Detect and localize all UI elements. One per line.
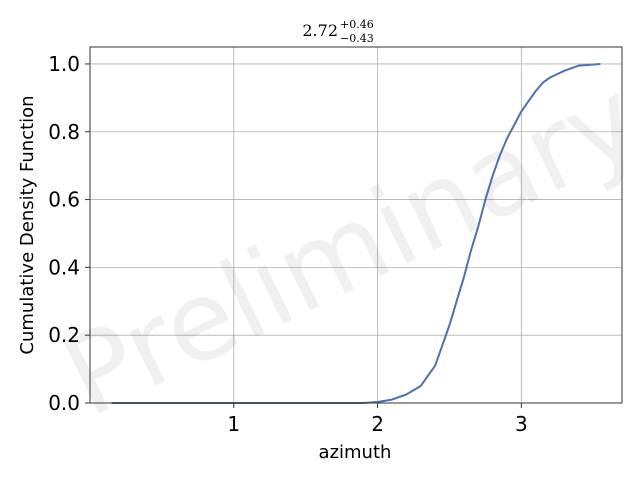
title-value: 2.72	[302, 21, 338, 40]
watermark-layer: Preliminary	[44, 54, 640, 441]
y-tick-label: 0.0	[48, 391, 80, 415]
x-tick-label: 2	[371, 412, 384, 436]
y-axis-ticks: 0.0 0.2 0.4 0.6 0.8 1.0	[48, 52, 90, 415]
x-tick-label: 3	[515, 412, 528, 436]
y-tick-label: 0.8	[48, 120, 80, 144]
title-lower-error: −0.43	[340, 32, 374, 45]
y-tick-label: 1.0	[48, 52, 80, 76]
y-tick-label: 0.2	[48, 323, 80, 347]
y-tick-label: 0.4	[48, 255, 80, 279]
title-upper-error: +0.46	[340, 18, 374, 31]
y-tick-label: 0.6	[48, 188, 80, 212]
plot-frame	[89, 46, 623, 404]
x-tick-label: 1	[227, 412, 240, 436]
cdf-series-line	[111, 63, 601, 404]
line-layer	[111, 63, 601, 404]
x-axis-label: azimuth	[319, 442, 392, 463]
y-axis-label: Cumulative Density Function	[17, 95, 38, 354]
x-axis-ticks: 1 2 3	[227, 403, 528, 436]
chart-title: 2.72 +0.46 −0.43	[302, 18, 373, 45]
watermark-text: Preliminary	[44, 54, 640, 441]
